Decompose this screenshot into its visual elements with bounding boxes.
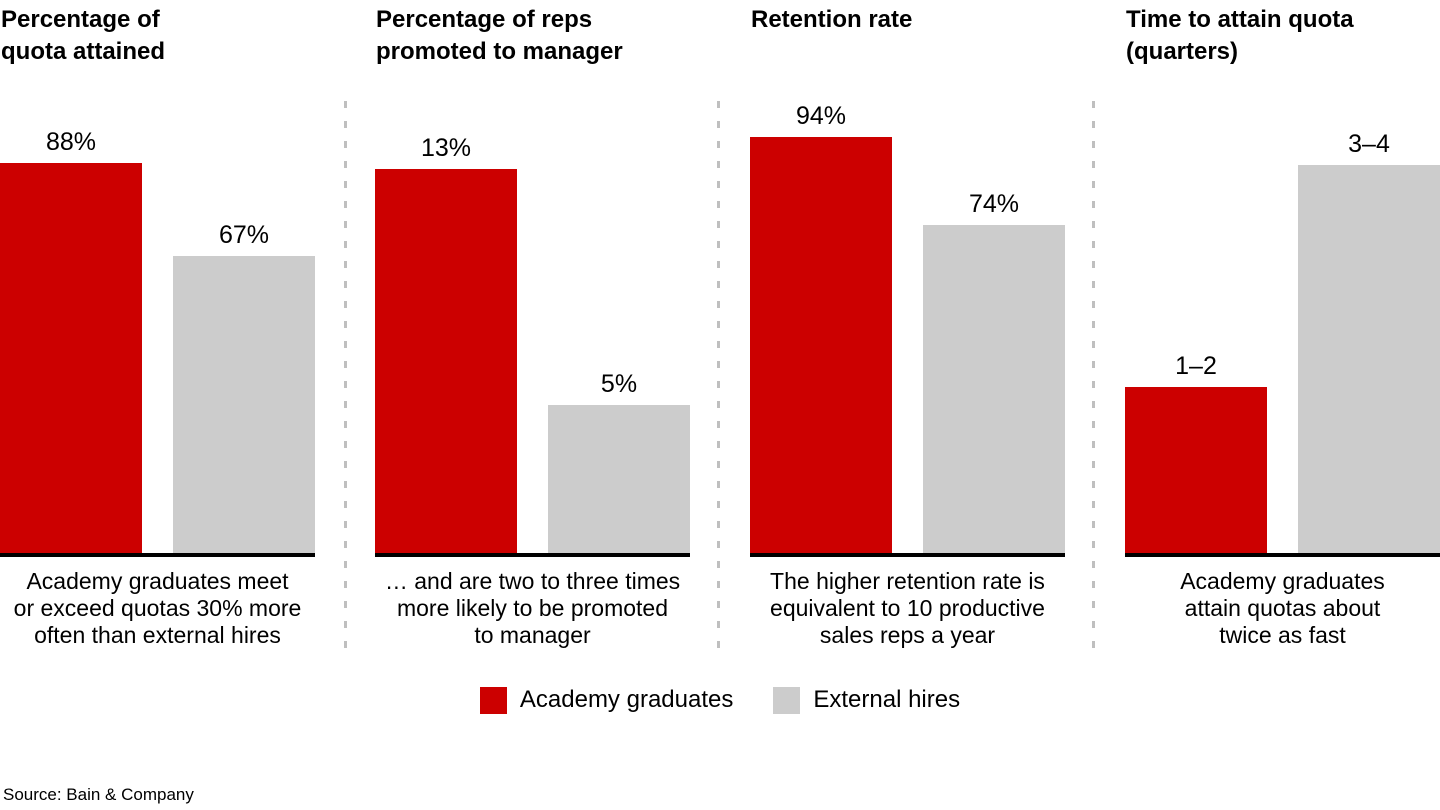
- panel-promoted-to-manager: Percentage of reps promoted to manager 1…: [375, 0, 690, 660]
- bar-value-label: 1–2: [1175, 352, 1217, 380]
- plot-area: 13% 5%: [375, 0, 690, 557]
- bar-value-label: 94%: [795, 102, 847, 130]
- bar-external-hires: 74%: [923, 190, 1065, 553]
- panel-title-promoted-to-manager: Percentage of reps promoted to manager: [376, 6, 623, 65]
- panel-title-retention-rate: Retention rate: [751, 6, 913, 33]
- legend: Academy graduates External hires: [0, 686, 1440, 714]
- panel-title-quota-attained: Percentage of quota attained: [1, 6, 166, 65]
- bar-value-label: 88%: [45, 128, 97, 156]
- legend-label-external-hires: External hires: [813, 686, 961, 713]
- bar-value-label: 13%: [420, 134, 472, 162]
- panel-divider: [717, 101, 720, 649]
- academy-color-swatch: [479, 686, 507, 714]
- plot-area: 94% 74%: [750, 0, 1065, 557]
- plot-area: 1–2 3–4: [1125, 0, 1440, 557]
- bar-academy-graduates: 88%: [0, 128, 142, 553]
- axis-baseline: [750, 553, 1065, 557]
- external-color-swatch: [773, 686, 801, 714]
- axis-baseline: [0, 553, 315, 557]
- panel-caption: Academy graduates meet or exceed quotas …: [13, 568, 302, 648]
- panel-quota-attained: Percentage of quota attained 88% 67% Aca…: [0, 0, 315, 660]
- legend-item-academy-graduates: Academy graduates: [479, 686, 734, 714]
- axis-baseline: [1125, 553, 1440, 557]
- bar-value-label: 67%: [218, 221, 270, 249]
- panel-divider: [1092, 101, 1095, 649]
- axis-baseline: [375, 553, 690, 557]
- bar-external-hires: 67%: [173, 221, 315, 553]
- panel-title-time-to-attain-quota: Time to attain quota (quarters): [1126, 6, 1354, 65]
- legend-label-academy-graduates: Academy graduates: [519, 686, 734, 713]
- source-note: Source: Bain & Company: [3, 785, 194, 804]
- panel-divider: [344, 101, 347, 649]
- panel-retention-rate: Retention rate 94% 74% The higher retent…: [750, 0, 1065, 660]
- bar-academy-graduates: 13%: [375, 134, 517, 553]
- bar-academy-graduates: 94%: [750, 102, 892, 553]
- panel-caption: The higher retention rate is equivalent …: [770, 568, 1045, 648]
- panel-caption: … and are two to three times more likely…: [384, 568, 681, 648]
- bar-value-label: 3–4: [1348, 130, 1390, 158]
- bar-value-label: 5%: [600, 370, 638, 398]
- panel-time-to-attain-quota: Time to attain quota (quarters) 1–2 3–4 …: [1125, 0, 1440, 660]
- bar-value-label: 74%: [968, 190, 1020, 218]
- bar-academy-graduates: 1–2: [1125, 352, 1267, 553]
- plot-area: 88% 67%: [0, 0, 315, 557]
- bar-external-hires: 3–4: [1298, 130, 1440, 553]
- panel-caption: Academy graduates attain quotas about tw…: [1180, 568, 1385, 648]
- bar-external-hires: 5%: [548, 370, 690, 553]
- legend-item-external-hires: External hires: [773, 686, 960, 714]
